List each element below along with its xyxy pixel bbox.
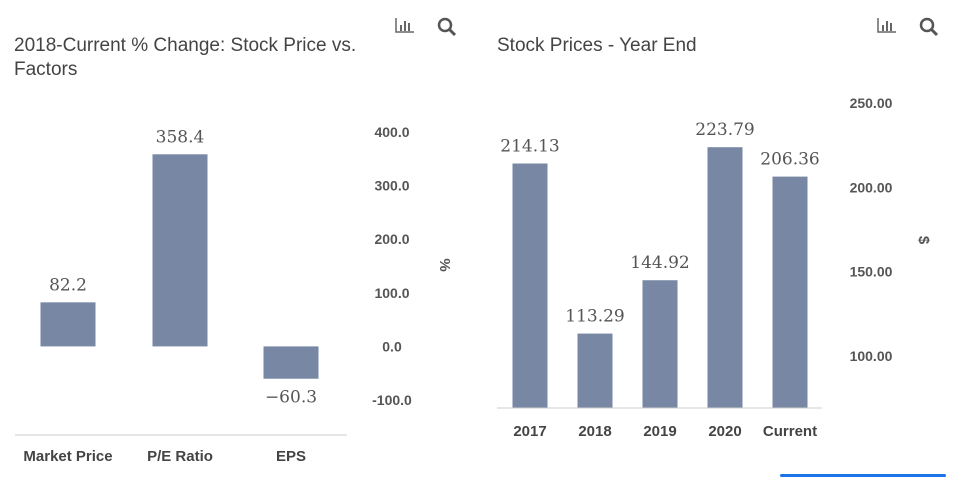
y-tick-label: 150.00 bbox=[850, 264, 893, 280]
data-label: 82.2 bbox=[49, 275, 87, 295]
y-tick-label: 400.0 bbox=[374, 124, 409, 140]
category-label: 2019 bbox=[643, 423, 676, 440]
bar-chart-icon[interactable] bbox=[394, 16, 416, 34]
category-label: 2018 bbox=[578, 423, 611, 440]
category-label: Market Price bbox=[23, 448, 112, 465]
bar bbox=[642, 280, 678, 408]
y-tick-label: 100.00 bbox=[850, 348, 893, 364]
data-label: 113.29 bbox=[565, 307, 624, 327]
bar bbox=[152, 154, 208, 347]
y-tick-label: 0.0 bbox=[382, 338, 402, 354]
data-label: 206.36 bbox=[760, 150, 819, 170]
category-label: P/E Ratio bbox=[147, 448, 213, 465]
category-label: EPS bbox=[276, 448, 306, 465]
search-icon[interactable] bbox=[437, 17, 457, 37]
y-axis-label: % bbox=[436, 258, 453, 271]
category-label: 2017 bbox=[513, 423, 546, 440]
bar bbox=[707, 147, 743, 409]
y-tick-label: 200.00 bbox=[850, 179, 893, 195]
y-tick-label: 100.0 bbox=[374, 285, 409, 301]
data-label: 223.79 bbox=[695, 120, 754, 140]
data-label: −60.3 bbox=[265, 388, 317, 408]
bar bbox=[577, 333, 613, 408]
y-tick-label: 250.00 bbox=[850, 95, 893, 111]
data-label: 144.92 bbox=[630, 253, 689, 273]
y-axis-label: $ bbox=[915, 236, 932, 245]
data-label: 214.13 bbox=[500, 137, 559, 157]
chart2-title: Stock Prices - Year End bbox=[497, 35, 697, 56]
bar bbox=[40, 302, 96, 347]
category-label: Current bbox=[763, 423, 817, 440]
scroll-indicator[interactable] bbox=[780, 474, 946, 477]
y-tick-label: 200.0 bbox=[374, 231, 409, 247]
bar bbox=[772, 176, 808, 408]
y-tick-label: -100.0 bbox=[372, 392, 412, 408]
bar bbox=[263, 346, 319, 379]
bar bbox=[512, 163, 548, 408]
data-label: 358.4 bbox=[156, 127, 205, 147]
bar-chart-icon[interactable] bbox=[876, 16, 898, 34]
category-label: 2020 bbox=[708, 423, 741, 440]
search-icon[interactable] bbox=[919, 17, 939, 37]
y-tick-label: 300.0 bbox=[374, 178, 409, 194]
chart1-title: 2018-Current % Change: Stock Price vs. F… bbox=[14, 35, 357, 80]
